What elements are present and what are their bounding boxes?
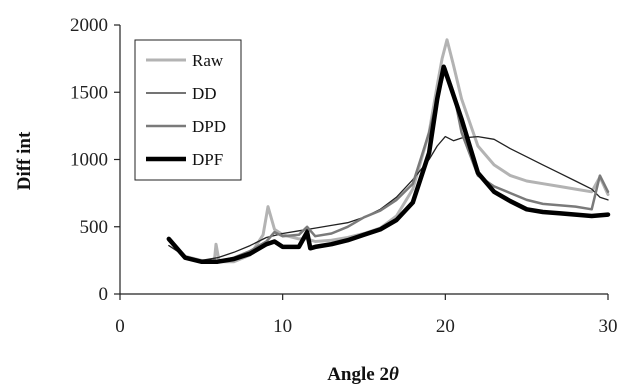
y-axis-title: Diff int (14, 131, 35, 190)
legend-label-dpf: DPF (192, 150, 223, 169)
y-tick-label: 1000 (70, 150, 108, 171)
x-tick-label: 10 (273, 316, 292, 337)
y-tick-label: 500 (80, 217, 109, 238)
legend-box (134, 39, 242, 181)
legend-label-dd: DD (192, 84, 217, 103)
series-lines (166, 38, 611, 264)
series-line-dpd (167, 66, 610, 263)
series-line-dpf (166, 64, 611, 264)
legend-label-raw: Raw (192, 51, 224, 70)
legend-label-dpd: DPD (192, 117, 226, 136)
y-tick-label: 0 (99, 284, 109, 305)
y-tick-label: 2000 (70, 15, 108, 36)
chart-legend: Raw DD DPD DPF (134, 39, 242, 181)
x-axis-title: Angle 2θ (327, 364, 399, 385)
x-tick-label: 30 (599, 316, 618, 337)
y-tick-label: 1500 (70, 82, 108, 103)
x-tick-label: 0 (115, 316, 125, 337)
axis-ticks: 0 500 1000 1500 2000 0 10 20 30 (70, 15, 618, 337)
x-tick-label: 20 (436, 316, 455, 337)
